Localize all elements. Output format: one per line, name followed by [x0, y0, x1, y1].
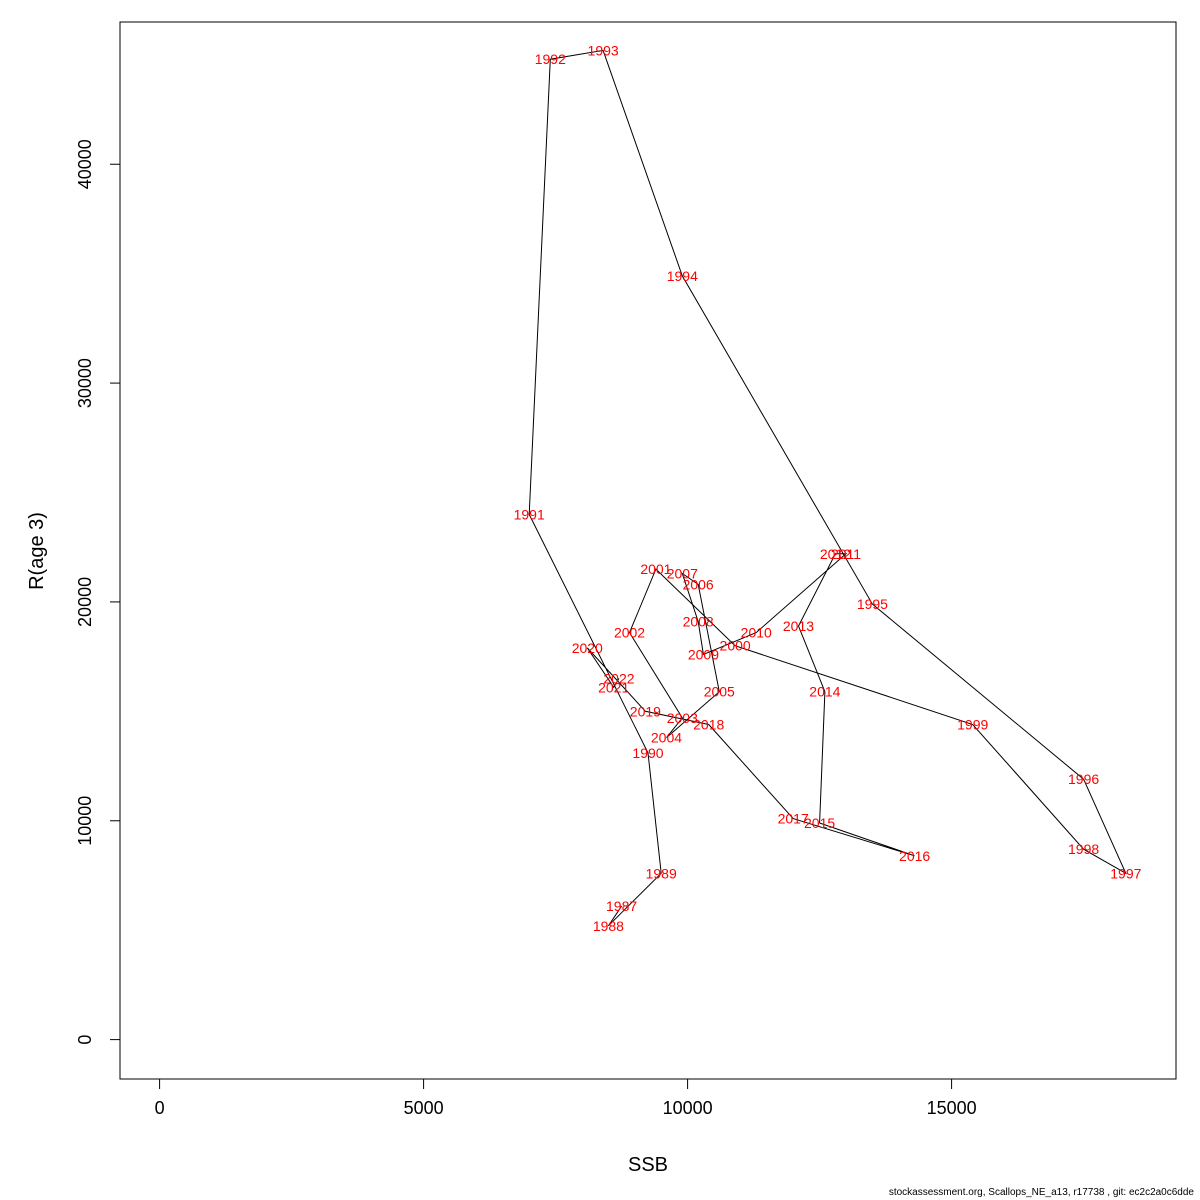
plot-frame — [119, 21, 1177, 1080]
point-label-1991: 1991 — [514, 506, 545, 522]
point-label-2019: 2019 — [630, 703, 661, 719]
x-axis-label: SSB — [628, 1154, 668, 1176]
point-label-2004: 2004 — [651, 730, 682, 746]
footer-caption: stockassessment.org, Scallops_NE_a13, r1… — [888, 1187, 1194, 1198]
y-tick-label: 40000 — [75, 139, 95, 189]
point-label-2021: 2021 — [598, 679, 629, 695]
x-tick-label: 0 — [155, 1098, 165, 1118]
point-label-1995: 1995 — [857, 596, 888, 612]
x-tick-label: 10000 — [663, 1098, 713, 1118]
y-tick-label: 20000 — [75, 577, 95, 627]
series-line — [528, 49, 1127, 927]
point-label-2003: 2003 — [667, 710, 698, 726]
point-label-2013: 2013 — [783, 618, 814, 634]
point-label-2009: 2009 — [688, 646, 719, 662]
point-label-2007: 2007 — [667, 565, 698, 581]
y-axis-label: R(age 3) — [26, 512, 48, 590]
point-label-1999: 1999 — [957, 716, 988, 732]
point-label-2017: 2017 — [778, 811, 809, 827]
point-label-2001: 2001 — [640, 561, 671, 577]
point-label-2018: 2018 — [693, 716, 724, 732]
x-axis: 0 5000 10000 15000 — [155, 1078, 977, 1118]
point-label-2011: 2011 — [831, 546, 861, 562]
trajectory-series — [528, 49, 1127, 927]
y-axis: 0 10000 20000 30000 40000 — [75, 139, 121, 1045]
point-label-2014: 2014 — [809, 684, 840, 700]
point-label-1989: 1989 — [646, 865, 677, 881]
point-label-1997: 1997 — [1110, 865, 1141, 881]
point-label-2006: 2006 — [683, 576, 714, 592]
y-tick-label: 30000 — [75, 358, 95, 408]
point-label-1987: 1987 — [606, 898, 637, 914]
point-label-1992: 1992 — [535, 51, 566, 67]
x-tick-label: 15000 — [927, 1098, 977, 1118]
point-label-2016: 2016 — [899, 848, 930, 864]
x-tick-label: 5000 — [404, 1098, 444, 1118]
point-label-2020: 2020 — [572, 640, 603, 656]
point-label-2022: 2022 — [603, 671, 634, 687]
point-label-1994: 1994 — [667, 268, 698, 284]
y-tick-label: 10000 — [75, 796, 95, 846]
year-labels: 1987 1988 1989 1990 1991 1992 1993 1994 1995 1996… — [514, 42, 1142, 933]
point-label-2000: 2000 — [720, 638, 751, 654]
point-label-2010: 2010 — [741, 625, 772, 641]
point-label-2012: 2012 — [820, 546, 851, 562]
point-label-2008: 2008 — [683, 614, 714, 630]
point-label-2002: 2002 — [614, 625, 645, 641]
point-label-1998: 1998 — [1068, 841, 1099, 857]
point-label-1996: 1996 — [1068, 771, 1099, 787]
point-label-1988: 1988 — [593, 918, 624, 934]
point-label-1993: 1993 — [588, 42, 619, 58]
point-label-2005: 2005 — [704, 684, 735, 700]
point-label-2015: 2015 — [804, 815, 835, 831]
y-tick-label: 0 — [75, 1035, 95, 1045]
point-label-1990: 1990 — [632, 745, 663, 761]
